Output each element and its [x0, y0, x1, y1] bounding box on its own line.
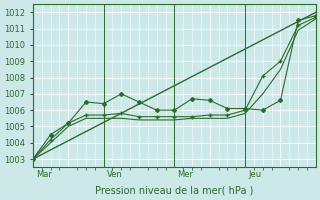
Text: Mar: Mar	[36, 170, 52, 179]
Text: Mer: Mer	[177, 170, 193, 179]
Text: Jeu: Jeu	[248, 170, 261, 179]
Text: Ven: Ven	[107, 170, 122, 179]
X-axis label: Pression niveau de la mer( hPa ): Pression niveau de la mer( hPa )	[95, 186, 253, 196]
